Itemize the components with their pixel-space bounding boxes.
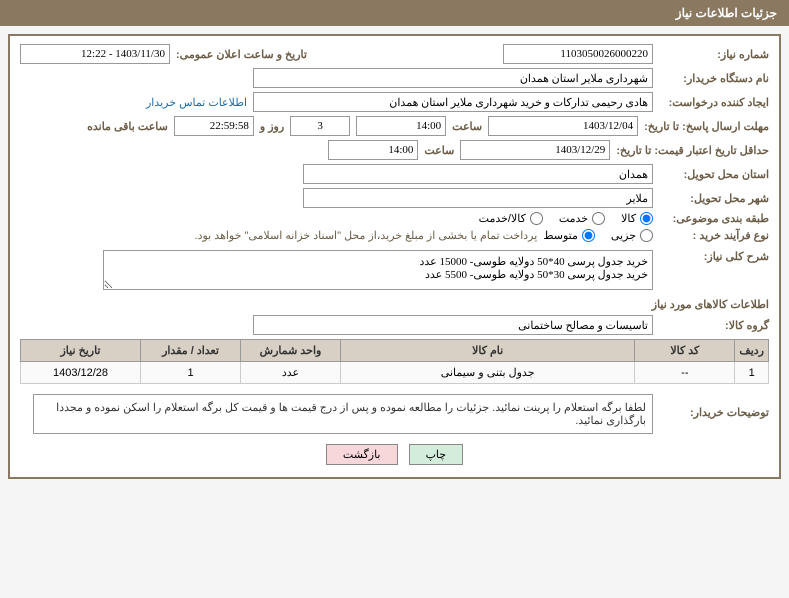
requester-label: ایجاد کننده درخواست: bbox=[659, 96, 769, 109]
th-qty: تعداد / مقدار bbox=[141, 340, 241, 362]
radio-medium[interactable] bbox=[582, 229, 595, 242]
goods-group-label: گروه کالا: bbox=[659, 319, 769, 332]
button-bar: چاپ بازگشت bbox=[20, 444, 769, 465]
need-number-input[interactable] bbox=[503, 44, 653, 64]
th-code: کد کالا bbox=[635, 340, 735, 362]
category-radio-group: کالا خدمت کالا/خدمت bbox=[479, 212, 653, 225]
radio-goods[interactable] bbox=[640, 212, 653, 225]
radio-goods-label: کالا bbox=[621, 212, 636, 225]
buyer-org-input[interactable] bbox=[253, 68, 653, 88]
reply-date-input[interactable] bbox=[488, 116, 638, 136]
validity-date-input[interactable] bbox=[460, 140, 610, 160]
category-label: طبقه بندی موضوعی: bbox=[659, 212, 769, 225]
need-number-label: شماره نیاز: bbox=[659, 48, 769, 61]
th-row: ردیف bbox=[735, 340, 769, 362]
requester-input[interactable] bbox=[253, 92, 653, 112]
radio-both-label: کالا/خدمت bbox=[479, 212, 526, 225]
days-input[interactable] bbox=[290, 116, 350, 136]
validity-time-input[interactable] bbox=[328, 140, 418, 160]
th-name: نام کالا bbox=[341, 340, 635, 362]
delivery-city-label: شهر محل تحویل: bbox=[659, 192, 769, 205]
buyer-notes-label: توضیحات خریدار: bbox=[659, 394, 769, 419]
radio-medium-label: متوسط bbox=[543, 229, 578, 242]
process-note: پرداخت تمام یا بخشی از مبلغ خرید،از محل … bbox=[195, 229, 538, 242]
cell-qty: 1 bbox=[141, 362, 241, 384]
radio-service[interactable] bbox=[592, 212, 605, 225]
reply-deadline-label: مهلت ارسال پاسخ: تا تاریخ: bbox=[644, 120, 769, 133]
cell-unit: عدد bbox=[241, 362, 341, 384]
time-label-2: ساعت bbox=[424, 144, 454, 157]
process-label: نوع فرآیند خرید : bbox=[659, 229, 769, 242]
th-date: تاریخ نیاز bbox=[21, 340, 141, 362]
radio-partial[interactable] bbox=[640, 229, 653, 242]
radio-service-label: خدمت bbox=[559, 212, 588, 225]
announce-date-label: تاریخ و ساعت اعلان عمومی: bbox=[176, 48, 307, 61]
cell-name: جدول بتنی و سیمانی bbox=[341, 362, 635, 384]
page-header: جزئیات اطلاعات نیاز bbox=[0, 0, 789, 26]
days-and-label: روز و bbox=[260, 120, 284, 133]
goods-section-title: اطلاعات کالاهای مورد نیاز bbox=[20, 298, 769, 311]
th-unit: واحد شمارش bbox=[241, 340, 341, 362]
delivery-city-input[interactable] bbox=[303, 188, 653, 208]
goods-group-input[interactable] bbox=[253, 315, 653, 335]
validity-label: حداقل تاریخ اعتبار قیمت: تا تاریخ: bbox=[616, 144, 769, 157]
need-desc-textarea[interactable] bbox=[103, 250, 653, 290]
announce-date-input[interactable] bbox=[20, 44, 170, 64]
buyer-org-label: نام دستگاه خریدار: bbox=[659, 72, 769, 85]
goods-table: ردیف کد کالا نام کالا واحد شمارش تعداد /… bbox=[20, 339, 769, 384]
radio-partial-label: جزیی bbox=[611, 229, 636, 242]
cell-idx: 1 bbox=[735, 362, 769, 384]
countdown-input[interactable] bbox=[174, 116, 254, 136]
reply-time-input[interactable] bbox=[356, 116, 446, 136]
table-row: 1 -- جدول بتنی و سیمانی عدد 1 1403/12/28 bbox=[21, 362, 769, 384]
back-button[interactable]: بازگشت bbox=[326, 444, 398, 465]
delivery-province-label: استان محل تحویل: bbox=[659, 168, 769, 181]
delivery-province-input[interactable] bbox=[303, 164, 653, 184]
cell-code: -- bbox=[635, 362, 735, 384]
buyer-notes-box: لطفا برگه استعلام را پرینت نمائید. جزئیا… bbox=[33, 394, 653, 434]
details-panel: شماره نیاز: تاریخ و ساعت اعلان عمومی: نا… bbox=[8, 34, 781, 479]
buyer-contact-link[interactable]: اطلاعات تماس خریدار bbox=[146, 96, 247, 109]
print-button[interactable]: چاپ bbox=[409, 444, 464, 465]
cell-date: 1403/12/28 bbox=[21, 362, 141, 384]
time-label-1: ساعت bbox=[452, 120, 482, 133]
need-desc-label: شرح کلی نیاز: bbox=[659, 250, 769, 263]
process-radio-group: جزیی متوسط bbox=[543, 229, 653, 242]
remaining-label: ساعت باقی مانده bbox=[87, 120, 168, 133]
radio-both[interactable] bbox=[530, 212, 543, 225]
